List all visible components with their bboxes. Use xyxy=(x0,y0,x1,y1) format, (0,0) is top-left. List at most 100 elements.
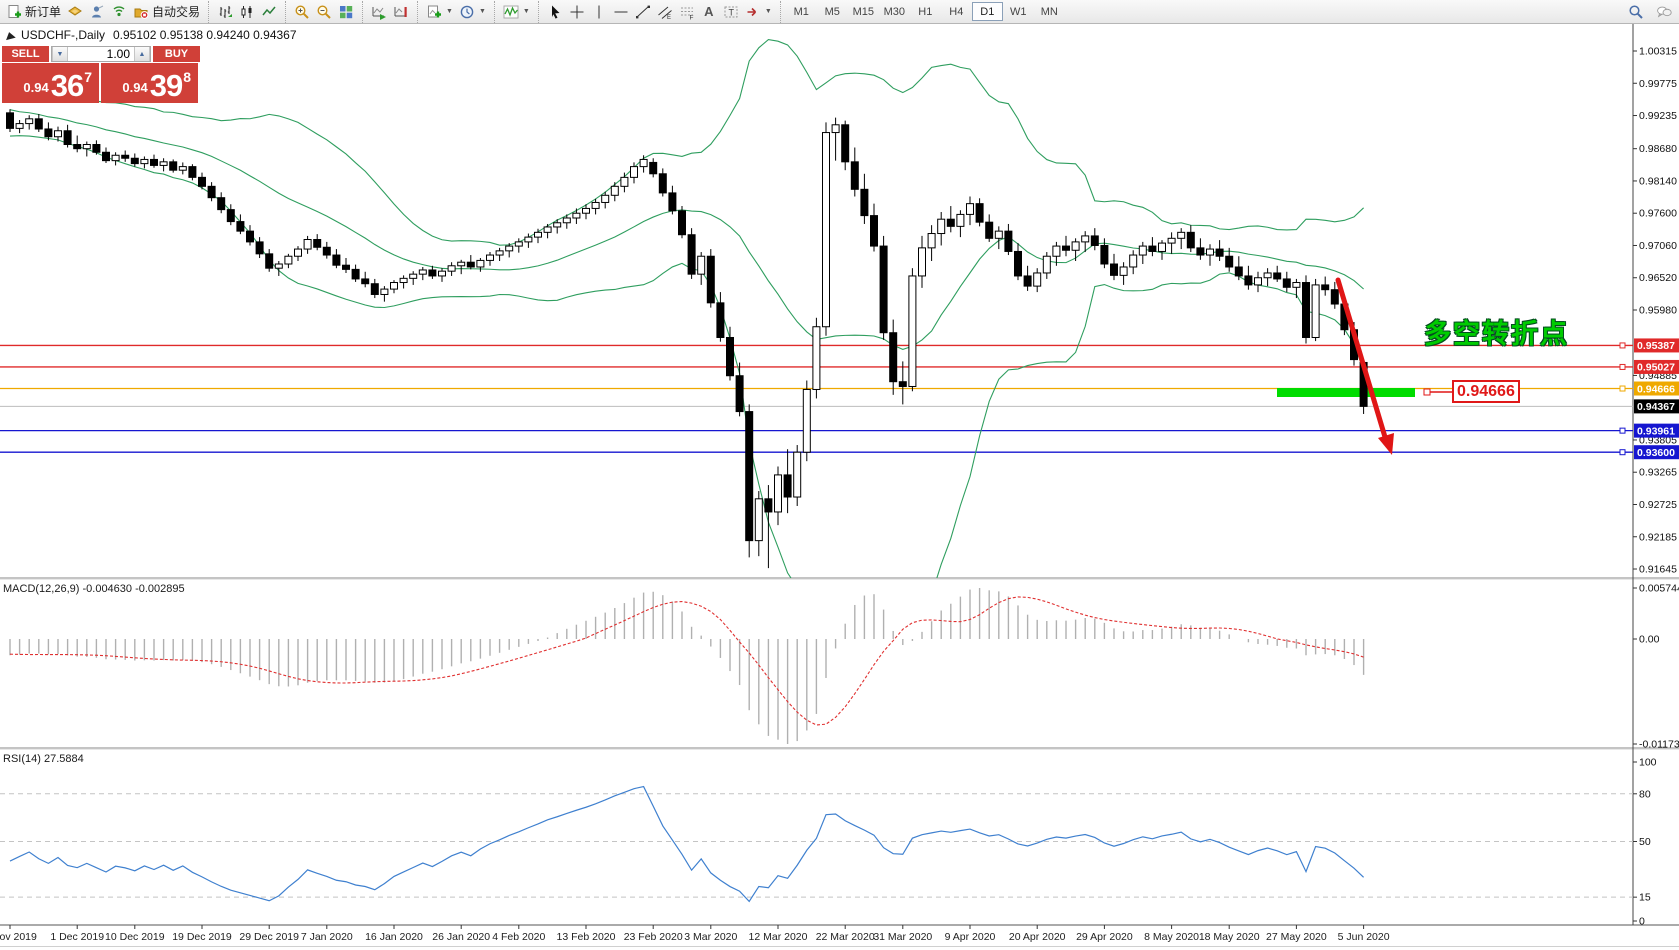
dropdown-caret-icon: ▼ xyxy=(478,8,486,15)
fibonacci-button[interactable]: F xyxy=(676,2,698,22)
svg-text:4 Feb 2020: 4 Feb 2020 xyxy=(492,931,545,943)
clock-icon xyxy=(460,5,474,18)
buy-price-button[interactable]: 0.94 39 8 xyxy=(101,63,198,103)
svg-text:E: E xyxy=(667,15,671,20)
new-chart-button[interactable]: ▼ xyxy=(423,2,456,22)
text-label-button[interactable]: T xyxy=(720,2,742,22)
buy-button[interactable]: BUY xyxy=(153,46,200,62)
buy-price-point: 8 xyxy=(183,69,191,85)
sell-price-pips: 36 xyxy=(50,68,84,103)
zoom-in-icon xyxy=(295,4,309,19)
timeframe-mn[interactable]: MN xyxy=(1040,5,1058,18)
buy-price-pips: 39 xyxy=(149,68,183,103)
macd-histogram xyxy=(9,588,1365,744)
timeframe-m15[interactable]: M15 xyxy=(852,5,874,18)
timeframe-h1[interactable]: H1 xyxy=(918,5,933,18)
candlestick-chart-button[interactable] xyxy=(236,2,258,22)
svg-text:0.94666: 0.94666 xyxy=(1637,383,1675,395)
timeframe-m30[interactable]: M30 xyxy=(883,5,905,18)
sell-button[interactable]: SELL xyxy=(2,46,49,62)
svg-text:0.005744: 0.005744 xyxy=(1639,583,1679,595)
svg-text:15: 15 xyxy=(1639,892,1651,904)
svg-text:19 Dec 2019: 19 Dec 2019 xyxy=(172,931,232,943)
svg-text:80: 80 xyxy=(1639,788,1651,800)
zoom-out-button[interactable] xyxy=(313,2,335,22)
svg-text:0.92185: 0.92185 xyxy=(1639,531,1677,543)
chart-shift-button[interactable] xyxy=(390,2,412,22)
svg-text:0.94367: 0.94367 xyxy=(1637,401,1675,413)
autotrading-button[interactable]: 自动交易 xyxy=(130,2,203,22)
chart-shift-icon xyxy=(394,6,407,17)
autotrading-icon xyxy=(134,8,149,19)
svg-text:0.99775: 0.99775 xyxy=(1639,78,1677,90)
line-chart-button[interactable] xyxy=(258,2,280,22)
svg-text:26 Jan 2020: 26 Jan 2020 xyxy=(432,931,490,943)
buy-price-base: 0.94 xyxy=(122,80,148,95)
signals-button[interactable] xyxy=(108,2,130,22)
zoom-in-button[interactable] xyxy=(291,2,313,22)
arrows-button[interactable]: ▼ xyxy=(742,2,775,22)
chat-button[interactable] xyxy=(1653,2,1675,22)
horizontal-line-icon xyxy=(614,11,628,12)
channel-icon: E xyxy=(658,6,672,20)
equidistant-channel-button[interactable]: E xyxy=(654,2,676,22)
chat-icon xyxy=(1657,6,1672,18)
rsi-indicator-label: RSI(14) 27.5884 xyxy=(3,753,84,765)
toolbar-group-new-chart: ▼ ▼ xyxy=(417,0,492,23)
volume-increase-button[interactable]: ▲ xyxy=(134,47,150,61)
toolbar-group-zoom xyxy=(285,0,360,23)
arrow-shape-icon xyxy=(747,7,756,16)
candlestick-icon xyxy=(241,5,252,18)
cursor-button[interactable] xyxy=(544,2,566,22)
timeframe-d1[interactable]: D1 xyxy=(971,2,1003,21)
new-order-button[interactable]: 新订单 xyxy=(3,2,64,22)
svg-text:1 Dec 2019: 1 Dec 2019 xyxy=(50,931,104,943)
volume-decrease-button[interactable]: ▼ xyxy=(52,47,68,61)
svg-text:100: 100 xyxy=(1639,757,1657,769)
volume-stepper: ▼ 1.00 ▲ xyxy=(51,46,151,62)
metaeditor-button[interactable] xyxy=(64,2,86,22)
bar-chart-button[interactable] xyxy=(214,2,236,22)
vertical-line-button[interactable] xyxy=(588,2,610,22)
sell-price-button[interactable]: 0.94 36 7 xyxy=(2,63,99,103)
toolbar: 新订单 自动交易 xyxy=(0,0,1679,24)
svg-text:0.95387: 0.95387 xyxy=(1637,340,1675,352)
tile-windows-button[interactable] xyxy=(335,2,357,22)
line-chart-icon xyxy=(262,6,276,15)
timeframe-m5[interactable]: M5 xyxy=(824,5,840,18)
text-button[interactable]: A xyxy=(698,2,720,22)
svg-text:0.93961: 0.93961 xyxy=(1637,425,1675,437)
svg-text:0.98680: 0.98680 xyxy=(1639,143,1677,155)
svg-text:8 May 2020: 8 May 2020 xyxy=(1144,931,1199,943)
profiles-button[interactable]: ▼ xyxy=(456,2,489,22)
timeframe-w1[interactable]: W1 xyxy=(1010,5,1027,18)
svg-text:0.99235: 0.99235 xyxy=(1639,110,1677,122)
trendline-button[interactable] xyxy=(632,2,654,22)
indicators-button[interactable]: ▼ xyxy=(500,2,533,22)
auto-scroll-button[interactable] xyxy=(368,2,390,22)
one-click-trading-panel: SELL ▼ 1.00 ▲ BUY 0.94 36 7 0.94 39 8 xyxy=(2,46,200,103)
timeframe-m1[interactable]: M1 xyxy=(793,5,809,18)
chart-marker-icon xyxy=(4,30,16,40)
timeframe-h4[interactable]: H4 xyxy=(949,5,964,18)
macd-name: MACD(12,26,9) xyxy=(3,583,80,595)
svg-text:0.93600: 0.93600 xyxy=(1637,447,1675,459)
svg-text:31 Mar 2020: 31 Mar 2020 xyxy=(873,931,932,943)
svg-text:T: T xyxy=(728,7,734,17)
crosshair-button[interactable] xyxy=(566,2,588,22)
tile-windows-icon xyxy=(340,5,353,18)
price-axis[interactable]: 1.00315 0.99775 0.99235 0.98680 0.98140 0.976… xyxy=(1633,46,1679,928)
trade-panel-top-row: SELL ▼ 1.00 ▲ BUY xyxy=(2,46,200,62)
toolbar-group-scroll xyxy=(362,0,415,23)
svg-text:27 May 2020: 27 May 2020 xyxy=(1266,931,1327,943)
horizontal-line-button[interactable] xyxy=(610,2,632,22)
search-button[interactable] xyxy=(1625,2,1647,22)
volume-value[interactable]: 1.00 xyxy=(106,47,130,61)
trendline-icon xyxy=(635,5,650,18)
strategy-tester-button[interactable] xyxy=(86,2,108,22)
signal-waves-icon xyxy=(113,5,125,16)
svg-text:29 Dec 2019: 29 Dec 2019 xyxy=(239,931,299,943)
new-order-label: 新订单 xyxy=(25,5,62,19)
